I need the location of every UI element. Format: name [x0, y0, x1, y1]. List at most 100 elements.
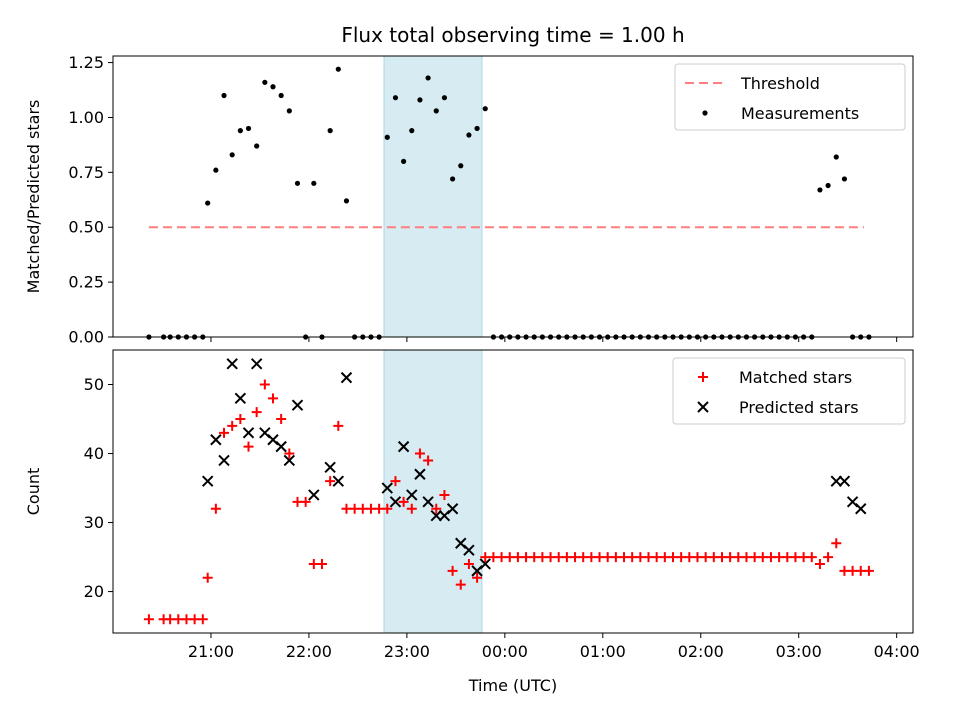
- data-point: [316, 558, 327, 569]
- x-tick-label: 02:00: [678, 642, 724, 661]
- data-point: [823, 552, 834, 563]
- y-tick-label: 0.50: [68, 218, 104, 237]
- legend-label: Measurements: [741, 104, 859, 123]
- data-point: [227, 420, 238, 431]
- y-tick-label: 0.00: [68, 328, 104, 347]
- data-point: [300, 496, 311, 507]
- data-point: [332, 475, 345, 487]
- data-point: [333, 420, 344, 431]
- data-point: [430, 509, 442, 522]
- data-point: [219, 427, 230, 438]
- data-point: [197, 614, 208, 625]
- data-point: [390, 476, 401, 487]
- data-point: [229, 152, 235, 158]
- chart-title: Flux total observing time = 1.00 h: [341, 23, 684, 47]
- data-point: [343, 198, 350, 204]
- data-point: [283, 454, 296, 467]
- legend-marker: [702, 110, 708, 116]
- observation-window-band: [383, 349, 483, 634]
- data-point: [210, 434, 222, 446]
- data-point: [417, 97, 423, 103]
- legend-marker: [697, 401, 709, 413]
- legend: Matched stars Predicted stars: [672, 357, 906, 425]
- data-point: [275, 440, 287, 453]
- legend-box: [674, 63, 906, 131]
- data-point: [259, 379, 270, 390]
- data-point: [221, 92, 227, 99]
- y-tick-label: 20: [84, 582, 104, 601]
- chart-panels: 0.00 0.25 0.50 0.75 1.00 1.25 Matched/Predicte…: [24, 53, 920, 661]
- data-point: [325, 476, 336, 487]
- panel-2: 20 30 40 50 21:00 22:00 23:00 00:00 01:00 02:00 03…: [24, 349, 920, 661]
- data-point: [381, 482, 393, 494]
- data-point: [327, 128, 333, 134]
- observation-window-band: [383, 55, 483, 338]
- data-point: [242, 427, 255, 439]
- data-point: [463, 558, 474, 569]
- data-point: [226, 358, 238, 370]
- y-tick-label: 40: [84, 444, 104, 463]
- data-point: [213, 167, 219, 173]
- data-point: [458, 163, 464, 169]
- data-point: [439, 489, 450, 500]
- data-point: [243, 441, 254, 452]
- y-tick-label: 0.75: [68, 163, 104, 182]
- y-axis-label: Count: [24, 468, 43, 516]
- data-point: [463, 544, 475, 556]
- data-point: [237, 128, 243, 134]
- x-tick-label: 21:00: [188, 642, 234, 661]
- x-tick-label: 22:00: [286, 642, 332, 661]
- y-tick-label: 1.00: [68, 108, 104, 127]
- data-point: [441, 95, 448, 101]
- data-point: [245, 125, 252, 132]
- data-point: [479, 558, 491, 570]
- data-point: [384, 134, 390, 140]
- data-point: [398, 496, 409, 507]
- data-point: [284, 448, 295, 459]
- data-point: [831, 538, 842, 549]
- data-point: [291, 399, 304, 411]
- data-point: [286, 108, 292, 114]
- data-point: [423, 455, 434, 466]
- data-point: [414, 448, 425, 459]
- data-point: [201, 475, 214, 487]
- data-point: [276, 414, 287, 425]
- legend-label: Matched stars: [739, 368, 852, 387]
- legend-label: Threshold: [740, 74, 820, 93]
- data-point: [447, 565, 458, 576]
- data-point: [414, 468, 426, 480]
- data-point: [250, 358, 263, 370]
- data-point: [806, 552, 817, 563]
- x-tick-label: 01:00: [580, 642, 626, 661]
- data-point: [406, 489, 418, 501]
- data-point: [825, 182, 831, 189]
- data-point: [446, 503, 459, 515]
- data-point: [449, 176, 456, 182]
- data-point: [202, 572, 213, 583]
- y-tick-label: 50: [84, 375, 104, 394]
- data-point: [863, 565, 874, 576]
- data-point: [401, 158, 407, 164]
- data-point: [466, 132, 472, 138]
- data-point: [833, 154, 839, 160]
- data-point: [482, 106, 488, 112]
- data-point: [406, 503, 417, 514]
- data-point: [422, 496, 434, 508]
- data-point: [335, 66, 341, 72]
- data-point: [143, 614, 154, 625]
- x-tick-label: 04:00: [874, 642, 920, 661]
- data-point: [455, 579, 466, 590]
- y-axis-label: Matched/Predicted stars: [24, 100, 43, 294]
- data-point: [389, 496, 402, 508]
- legend-label: Predicted stars: [739, 398, 859, 417]
- data-point: [838, 475, 851, 487]
- data-point: [218, 454, 230, 467]
- data-point: [235, 414, 246, 425]
- data-point: [392, 95, 399, 101]
- data-point: [294, 180, 301, 186]
- data-point: [425, 75, 431, 81]
- legend-box: [672, 357, 906, 425]
- data-point: [382, 503, 393, 514]
- y-tick-label: 1.25: [68, 53, 104, 72]
